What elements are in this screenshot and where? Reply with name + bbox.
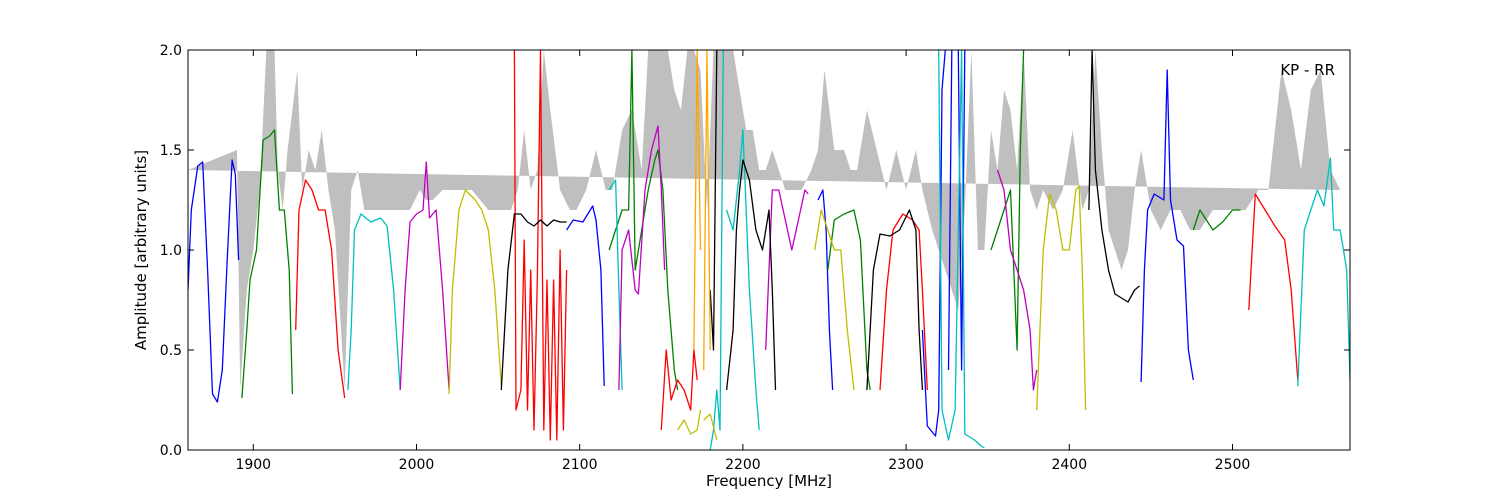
series-line	[1297, 157, 1350, 387]
series-line	[295, 179, 346, 399]
series-line	[725, 129, 760, 431]
axis-ticks: 1900 2000 2100 2200 2300 2400 2500 0.0 0.5 1.0 1.5…	[160, 43, 1350, 473]
series-line	[347, 213, 401, 391]
y-axis-label: Amplitude [arbitrary units]	[132, 150, 150, 350]
y-tick-label: 1.0	[160, 243, 182, 259]
x-tick-label: 1900	[235, 457, 271, 473]
series-line	[1088, 50, 1140, 303]
series-line	[703, 413, 718, 441]
series-line	[1192, 209, 1241, 231]
series-line	[921, 50, 946, 437]
series-line	[241, 129, 294, 399]
series-line	[990, 50, 1025, 351]
series-line	[879, 213, 928, 391]
x-tick-label: 2000	[399, 457, 435, 473]
x-tick-label: 2500	[1215, 457, 1251, 473]
series-line	[513, 50, 568, 441]
series-line	[827, 209, 871, 391]
plot-background	[188, 50, 1350, 450]
series-line	[608, 50, 679, 391]
x-tick-label: 2200	[725, 457, 761, 473]
series-line	[938, 50, 985, 449]
y-tick-label: 1.5	[160, 143, 182, 159]
x-tick-label: 2400	[1051, 457, 1087, 473]
envelope-band	[188, 50, 1341, 390]
chart-annotation: KP - RR	[1280, 61, 1335, 79]
series-line	[1036, 185, 1087, 411]
x-tick-label: 2100	[562, 457, 598, 473]
series-line	[693, 50, 702, 351]
series-line	[399, 161, 450, 391]
series-line	[709, 50, 724, 450]
series-line	[947, 50, 953, 371]
series-line	[1140, 69, 1194, 383]
x-axis-label: Frequency [MHz]	[706, 472, 832, 490]
series-line	[866, 209, 924, 391]
plot-area	[188, 50, 1350, 450]
series-line	[618, 125, 666, 391]
series-line	[660, 349, 698, 431]
y-tick-label: 0.5	[160, 343, 182, 359]
series-line	[814, 209, 855, 391]
series-line	[500, 213, 567, 391]
x-tick-label: 2300	[888, 457, 924, 473]
series-line	[709, 50, 718, 351]
series-line	[817, 189, 834, 391]
series-line	[448, 189, 502, 395]
series-line	[703, 50, 711, 371]
series-line	[188, 159, 240, 403]
series-line	[677, 409, 702, 435]
series-line	[725, 159, 777, 391]
series-line	[566, 205, 605, 387]
series-line	[996, 169, 1038, 391]
y-tick-label: 2.0	[160, 43, 182, 59]
series-line	[1248, 193, 1299, 381]
y-tick-label: 0.0	[160, 443, 182, 459]
